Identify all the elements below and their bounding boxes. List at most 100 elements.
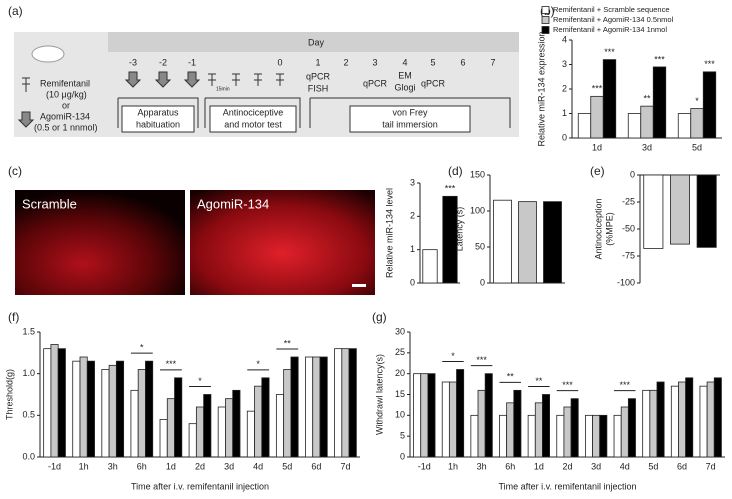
bar (493, 199, 512, 284)
y-tick-label: 4 (562, 34, 567, 44)
bar (599, 414, 608, 458)
day: -2 (159, 57, 167, 67)
x-tick-label: 1d (166, 461, 176, 471)
bar (195, 406, 205, 458)
bar (678, 381, 687, 458)
significance: ** (535, 376, 543, 386)
significance: * (256, 359, 260, 369)
y-tick-label: 15 (395, 389, 405, 399)
significance: ** (284, 338, 292, 348)
significance: *** (620, 380, 631, 390)
bar (527, 414, 536, 458)
y-axis-label: Threshold(g) (4, 369, 14, 420)
significance: ** (507, 372, 515, 382)
bar (290, 356, 299, 458)
syringe-icon (22, 77, 30, 92)
bar (592, 414, 601, 458)
bar (584, 414, 593, 458)
bar (305, 356, 314, 458)
phase-text: Apparatus (137, 107, 179, 117)
bar (275, 394, 285, 458)
bar (543, 201, 562, 284)
y-tick-label: 1.5 (22, 326, 35, 336)
bar (72, 360, 81, 458)
syringe-icon (208, 73, 216, 86)
syringe-icon (232, 73, 240, 86)
bar (542, 394, 551, 458)
bar (702, 71, 717, 139)
bar (699, 385, 708, 458)
day: 3 (372, 57, 377, 67)
bar (518, 201, 537, 284)
bar (101, 369, 110, 458)
bar (656, 381, 665, 458)
drug-line: or (62, 100, 70, 110)
bar (613, 414, 622, 458)
phase-text: habituation (136, 119, 180, 129)
bar (341, 348, 350, 458)
y-tick-label: 0.5 (22, 410, 35, 420)
bar (670, 174, 691, 245)
bar (348, 348, 357, 458)
x-tick-label: 3d (642, 142, 652, 152)
bar (477, 389, 486, 458)
event: FISH (308, 83, 329, 93)
bar (43, 348, 52, 458)
significance: * (140, 343, 144, 353)
y-axis-label: Withdrawl latency(s) (374, 354, 384, 435)
syringe-icons (208, 73, 284, 86)
x-axis-label: Time after i.v. remifentanil injection (131, 481, 269, 491)
y-tick-label: -100 (617, 277, 635, 287)
bar (422, 249, 438, 284)
event: qPCR (306, 71, 331, 81)
arrow-icon (183, 71, 201, 88)
bar (642, 389, 651, 458)
x-tick-label: 7d (340, 461, 350, 471)
bar (413, 373, 422, 458)
bar (627, 398, 636, 458)
y-axis-label: Relative miR-134 level (384, 188, 394, 278)
bar (225, 398, 234, 458)
x-tick-label: -1d (418, 461, 431, 471)
bar (130, 389, 139, 458)
y-tick-label: 1 (410, 244, 415, 254)
bar (283, 369, 292, 458)
day-labels: -3 -2 -1 0 1 2 3 4 5 6 7 (129, 57, 496, 67)
bar (319, 356, 328, 458)
legend-swatch (541, 26, 550, 34)
day: 5 (430, 57, 435, 67)
bar (232, 389, 241, 458)
y-tick-label: 3 (562, 59, 567, 69)
bar (643, 174, 664, 249)
bar (649, 389, 658, 458)
drug-line: (10 μg/kg) (46, 89, 87, 99)
panel-label: (e) (590, 164, 605, 178)
scale-bar (352, 284, 366, 287)
micrograph (15, 190, 185, 295)
bar (115, 360, 125, 458)
significance: *** (592, 84, 603, 94)
x-tick-label: 3h (108, 461, 118, 471)
panel-label: (g) (372, 310, 387, 324)
day: 6 (460, 57, 465, 67)
bar (706, 381, 715, 458)
significance: *** (445, 184, 456, 194)
day: 0 (277, 57, 282, 67)
y-tick-label: 150 (470, 169, 485, 179)
bar (690, 108, 704, 139)
bar (427, 373, 436, 458)
phase-box (209, 105, 297, 133)
significance: *** (476, 355, 487, 365)
x-tick-label: -1d (48, 461, 61, 471)
drug-line: AgomiR-134 (40, 111, 90, 121)
interval: 15min (216, 86, 230, 92)
arrow-icon (154, 71, 172, 88)
day: 1 (315, 57, 320, 67)
bar (577, 113, 592, 139)
y-tick-label: 5 (400, 431, 405, 441)
bar (570, 398, 579, 458)
mouse-icon (31, 45, 65, 63)
x-tick-label: 1h (79, 461, 89, 471)
y-tick-label: -25 (622, 196, 635, 206)
